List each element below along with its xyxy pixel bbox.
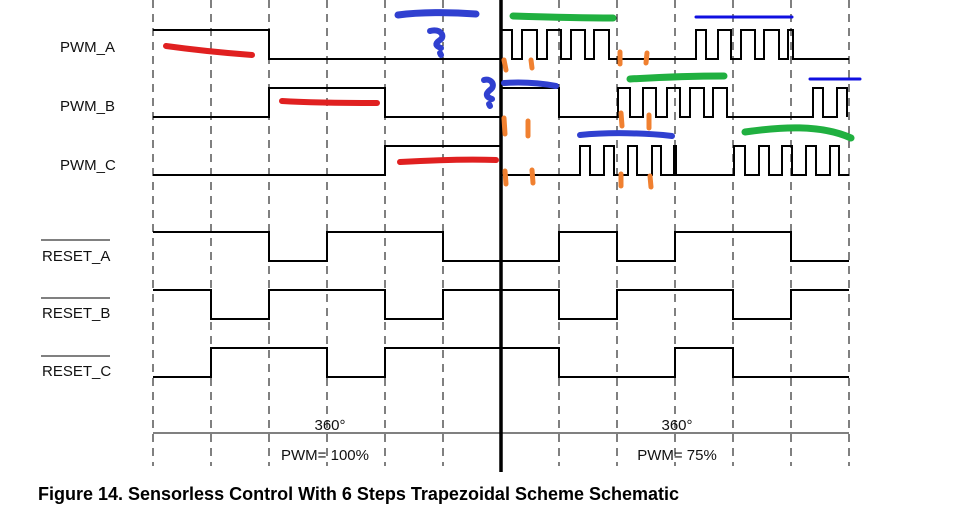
red-mark-pwm-c [397,156,499,165]
orange-mark [528,57,535,71]
orange-mark [643,50,650,66]
angle-label-right: 360° [661,417,692,434]
pwm-label-right: PWM= 75% [637,447,717,464]
label-pwm-a: PWM_A [60,39,115,56]
red-mark-pwm-b [279,98,380,106]
waveform-pwm-a [153,29,849,60]
angle-label-left: 360° [314,417,345,434]
waveform-reset-a [153,231,849,262]
blue-mark-pwm-c-right [577,130,675,139]
blue-mark-top [394,9,480,19]
label-reset-a: RESET_A [42,248,110,265]
orange-marks [501,49,654,190]
red-mark-pwm-a [163,43,255,58]
orange-mark [502,168,509,187]
blue-question-mark-mid [481,76,496,109]
blue-question-mark-top [427,27,446,58]
orange-mark [647,173,654,190]
green-mark-pwm-a [509,12,617,22]
label-reset-b: RESET_B [42,305,110,322]
figure-caption: Figure 14. Sensorless Control With 6 Ste… [38,484,680,504]
orange-mark [501,57,509,73]
waveform-reset-c [153,347,849,378]
orange-mark [501,115,508,137]
label-pwm-c: PWM_C [60,157,116,174]
waveform-pwm-c [153,145,849,176]
label-pwm-b: PWM_B [60,98,115,115]
orange-mark [529,167,536,186]
blue-mark-pwm-b-right [501,79,559,89]
label-reset-c: RESET_C [42,363,111,380]
pwm-label-left: PWM= 100% [281,447,369,464]
green-mark-pwm-b [626,72,728,83]
orange-mark [618,110,625,129]
green-mark-pwm-c [741,124,855,142]
